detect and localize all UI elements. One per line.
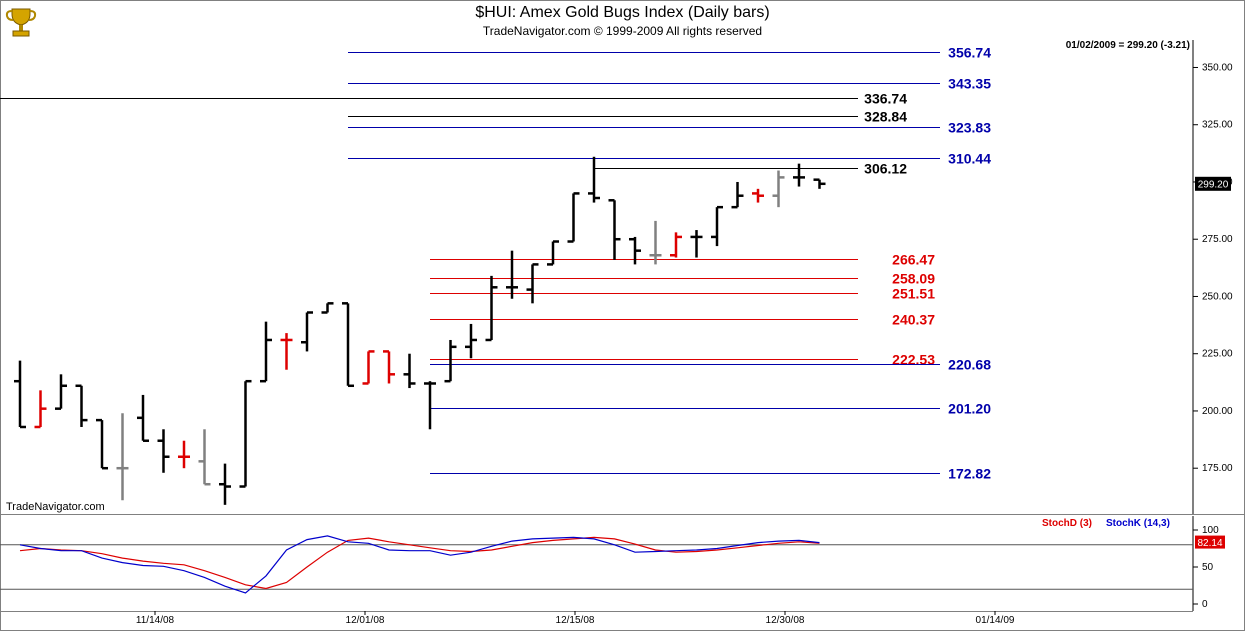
level-label-2: 336.74 bbox=[864, 91, 907, 107]
price-axis: 350.00325.00300.00275.00250.00225.00200.… bbox=[1193, 62, 1233, 474]
level-label-11: 222.53 bbox=[892, 352, 935, 368]
level-label-7: 266.47 bbox=[892, 252, 935, 268]
level-label-0: 356.74 bbox=[948, 45, 991, 61]
level-label-4: 323.83 bbox=[948, 120, 991, 136]
stoch-series-1 bbox=[19, 535, 820, 594]
last-price-label: 299.20 bbox=[1198, 179, 1229, 190]
level-label-8: 258.09 bbox=[892, 271, 935, 287]
level-label-10: 240.37 bbox=[892, 312, 935, 328]
date-tick-label-3: 12/30/08 bbox=[766, 615, 805, 626]
level-label-3: 328.84 bbox=[864, 109, 907, 125]
last-bar-readout: 01/02/2009 = 299.20 (-3.21) bbox=[1066, 40, 1190, 51]
support-resistance-levels: 356.74 343.35 336.74 328.84 323.83 310.44 306.… bbox=[0, 45, 991, 482]
chart-title: $HUI: Amex Gold Bugs Index (Daily bars) bbox=[475, 4, 770, 21]
price-tick-label-5: 225.00 bbox=[1202, 349, 1233, 360]
price-tick-label-0: 350.00 bbox=[1202, 62, 1233, 73]
level-label-9: 251.51 bbox=[892, 286, 935, 302]
level-label-12: 220.68 bbox=[948, 357, 991, 373]
stochk-legend: StochK (14,3) bbox=[1106, 518, 1170, 529]
watermark: TradeNavigator.com bbox=[6, 501, 105, 513]
price-tick-label-3: 275.00 bbox=[1202, 234, 1233, 245]
price-tick-label-4: 250.00 bbox=[1202, 291, 1233, 302]
price-tick-label-7: 175.00 bbox=[1202, 463, 1233, 474]
level-label-1: 343.35 bbox=[948, 76, 991, 92]
stoch-last-tag bbox=[1195, 535, 1225, 549]
level-label-6: 306.12 bbox=[864, 161, 907, 177]
last-price-tag bbox=[1195, 176, 1231, 191]
price-bars bbox=[14, 156, 826, 505]
stoch-tick-label-1: 50 bbox=[1202, 562, 1214, 573]
chart-subtitle: TradeNavigator.com © 1999-2009 All right… bbox=[482, 24, 763, 38]
stoch-tick-label-0: 100 bbox=[1202, 525, 1219, 536]
gold-trophy-icon bbox=[5, 8, 37, 37]
price-tick-label-6: 200.00 bbox=[1202, 406, 1233, 417]
date-tick-label-4: 01/14/09 bbox=[976, 615, 1015, 626]
level-label-13: 201.20 bbox=[948, 401, 991, 417]
level-label-14: 172.82 bbox=[948, 466, 991, 482]
level-label-5: 310.44 bbox=[948, 151, 991, 167]
price-tick-label-1: 325.00 bbox=[1202, 120, 1233, 131]
date-tick-label-1: 12/01/08 bbox=[346, 615, 385, 626]
stoch-series-0 bbox=[19, 536, 820, 590]
stochd-legend: StochD (3) bbox=[1042, 518, 1092, 529]
stoch-tick-label-2: 0 bbox=[1202, 599, 1208, 610]
stoch-last-label: 82.14 bbox=[1197, 538, 1222, 549]
stochastic-pane: 100 50 0 82.14 bbox=[0, 525, 1225, 610]
date-tick-label-0: 11/14/08 bbox=[136, 615, 175, 626]
date-axis: 11/14/08 12/01/08 12/15/08 12/30/08 01/14/09 bbox=[136, 611, 1015, 626]
date-tick-label-2: 12/15/08 bbox=[556, 615, 595, 626]
